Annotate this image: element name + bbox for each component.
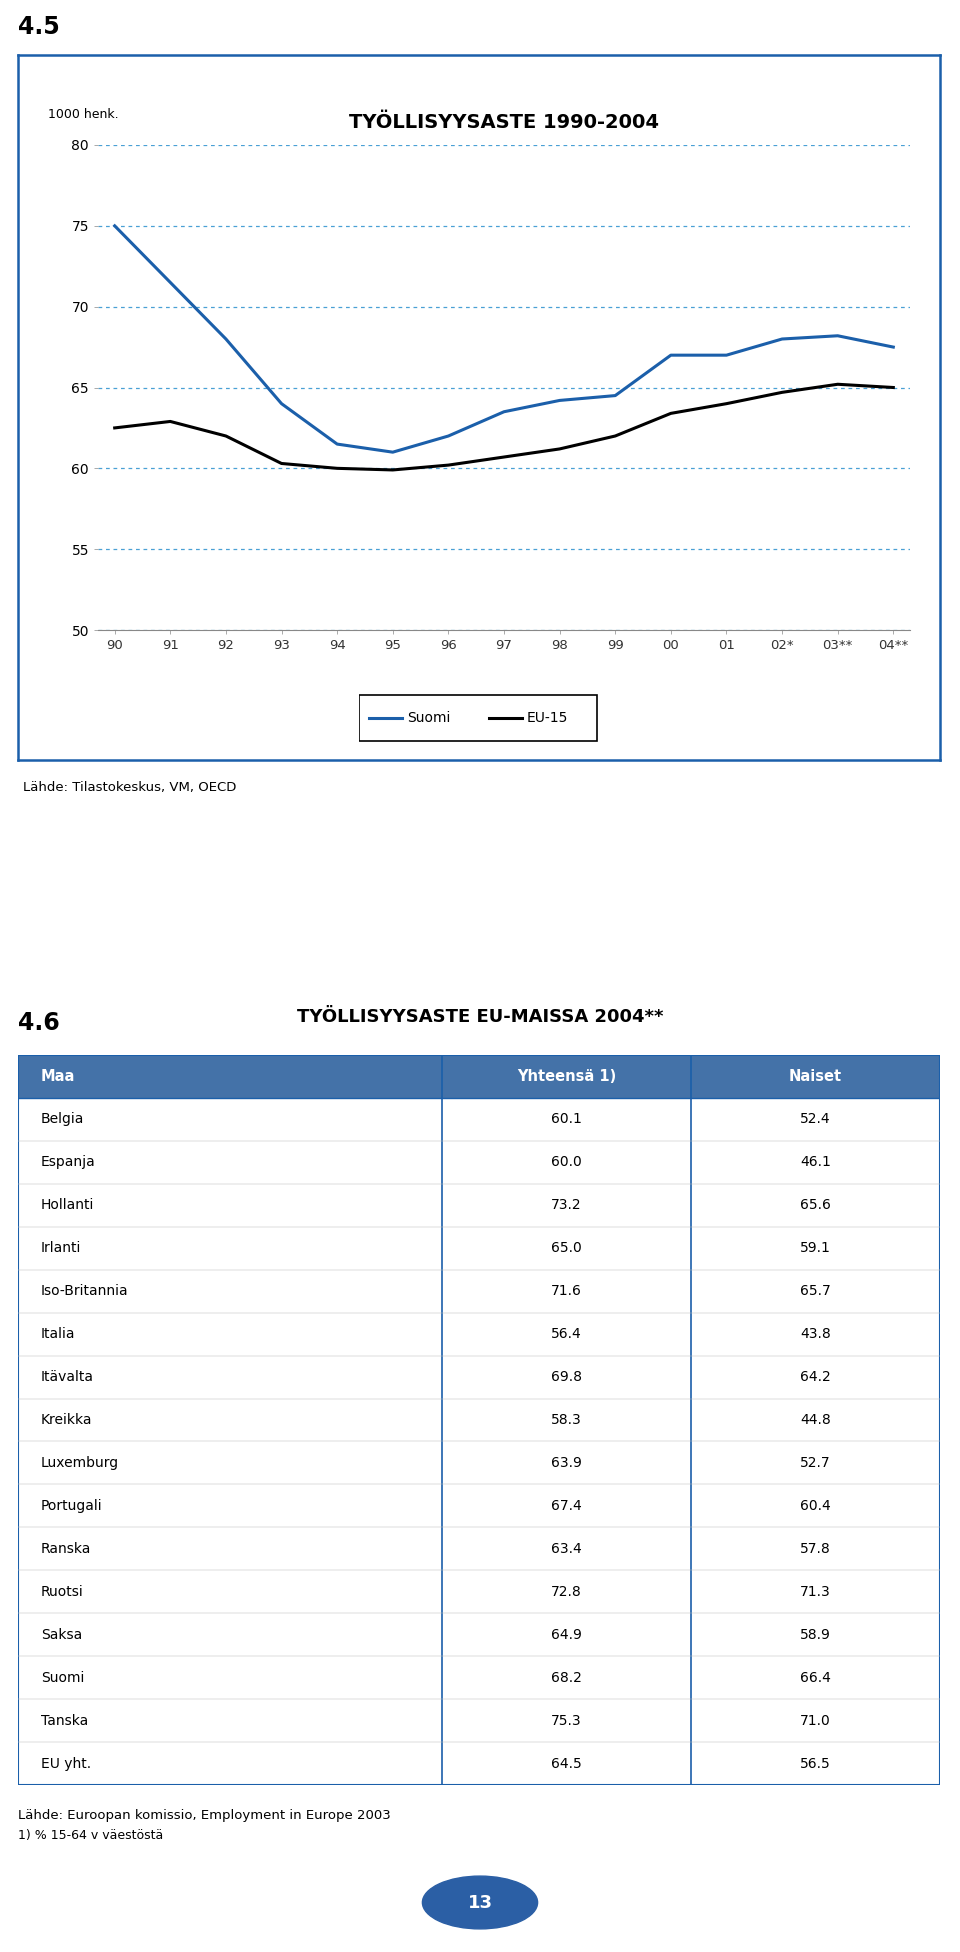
Text: 60.0: 60.0 (551, 1156, 582, 1169)
Text: Ranska: Ranska (41, 1542, 91, 1556)
Text: 71.0: 71.0 (800, 1714, 831, 1728)
Text: TYÖLLISYYSASTE EU-MAISSA 2004**: TYÖLLISYYSASTE EU-MAISSA 2004** (297, 1007, 663, 1027)
Text: 65.7: 65.7 (800, 1284, 831, 1298)
Text: Suomi: Suomi (407, 711, 450, 724)
Text: 71.6: 71.6 (551, 1284, 582, 1298)
Text: 71.3: 71.3 (800, 1585, 831, 1599)
Text: 73.2: 73.2 (551, 1199, 582, 1212)
Text: Saksa: Saksa (41, 1628, 83, 1642)
Text: 69.8: 69.8 (551, 1370, 582, 1384)
Text: 59.1: 59.1 (800, 1241, 831, 1255)
Text: 60.4: 60.4 (800, 1499, 831, 1513)
Text: 4.6: 4.6 (18, 1011, 60, 1035)
Text: 64.9: 64.9 (551, 1628, 582, 1642)
Text: 58.3: 58.3 (551, 1413, 582, 1427)
Text: Suomi: Suomi (41, 1671, 84, 1685)
Text: EU-15: EU-15 (527, 711, 568, 724)
Text: 65.0: 65.0 (551, 1241, 582, 1255)
Text: Lähde: Tilastokeskus, VM, OECD: Lähde: Tilastokeskus, VM, OECD (23, 781, 236, 794)
Text: Kreikka: Kreikka (41, 1413, 92, 1427)
Text: Iso-Britannia: Iso-Britannia (41, 1284, 129, 1298)
Text: Itävalta: Itävalta (41, 1370, 94, 1384)
Text: 72.8: 72.8 (551, 1585, 582, 1599)
FancyBboxPatch shape (691, 1054, 940, 1097)
Text: 13: 13 (468, 1893, 492, 1911)
Text: Irlanti: Irlanti (41, 1241, 82, 1255)
Text: Yhteensä 1): Yhteensä 1) (517, 1070, 616, 1083)
Text: 56.5: 56.5 (800, 1757, 831, 1770)
Text: 52.4: 52.4 (801, 1113, 830, 1126)
Text: 52.7: 52.7 (801, 1456, 830, 1470)
Text: 67.4: 67.4 (551, 1499, 582, 1513)
Text: Italia: Italia (41, 1327, 76, 1341)
Text: Belgia: Belgia (41, 1113, 84, 1126)
Text: Luxemburg: Luxemburg (41, 1456, 119, 1470)
Text: 56.4: 56.4 (551, 1327, 582, 1341)
Text: 65.6: 65.6 (800, 1199, 831, 1212)
Text: Lähde: Euroopan komissio, Employment in Europe 2003: Lähde: Euroopan komissio, Employment in … (18, 1810, 391, 1821)
Text: 4.5: 4.5 (18, 16, 60, 39)
FancyBboxPatch shape (443, 1054, 691, 1097)
Text: 60.1: 60.1 (551, 1113, 582, 1126)
Text: Hollanti: Hollanti (41, 1199, 94, 1212)
Text: Espanja: Espanja (41, 1156, 96, 1169)
Text: 43.8: 43.8 (800, 1327, 831, 1341)
Title: TYÖLLISYYSASTE 1990-2004: TYÖLLISYYSASTE 1990-2004 (349, 113, 659, 133)
Text: 44.8: 44.8 (800, 1413, 831, 1427)
Text: Ruotsi: Ruotsi (41, 1585, 84, 1599)
Text: Maa: Maa (41, 1070, 76, 1083)
Text: 68.2: 68.2 (551, 1671, 582, 1685)
Text: 75.3: 75.3 (551, 1714, 582, 1728)
Text: 66.4: 66.4 (800, 1671, 831, 1685)
Text: 1) % 15-64 v väestöstä: 1) % 15-64 v väestöstä (18, 1829, 163, 1843)
Text: 63.9: 63.9 (551, 1456, 582, 1470)
Text: 58.9: 58.9 (800, 1628, 831, 1642)
Text: 1000 henk.: 1000 henk. (48, 107, 119, 121)
Text: Portugali: Portugali (41, 1499, 103, 1513)
FancyBboxPatch shape (18, 1054, 443, 1097)
FancyBboxPatch shape (359, 695, 596, 742)
Text: 57.8: 57.8 (800, 1542, 831, 1556)
Text: Naiset: Naiset (789, 1070, 842, 1083)
Circle shape (422, 1876, 538, 1929)
Text: EU yht.: EU yht. (41, 1757, 91, 1770)
Text: 64.2: 64.2 (800, 1370, 831, 1384)
Text: 63.4: 63.4 (551, 1542, 582, 1556)
Text: 64.5: 64.5 (551, 1757, 582, 1770)
Text: Tanska: Tanska (41, 1714, 88, 1728)
Text: 46.1: 46.1 (800, 1156, 831, 1169)
